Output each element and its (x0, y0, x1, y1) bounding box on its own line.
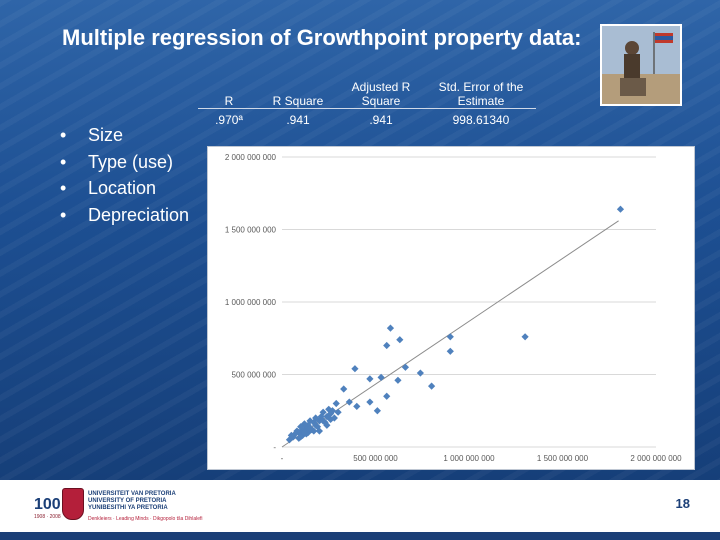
university-name-afrikaans: UNIVERSITEIT VAN PRETORIA (88, 491, 176, 497)
data-point (351, 365, 359, 373)
data-point (383, 392, 391, 400)
university-name-sepedi: YUNIBESITHI YA PRETORIA (88, 505, 168, 511)
value-std-error: 998.61340 (452, 113, 510, 127)
data-point (386, 324, 395, 332)
data-point (334, 408, 342, 416)
header-r-square: R Square (260, 66, 336, 109)
footer-bar: 100 1908 · 2008 UNIVERSITEIT VAN PRETORI… (0, 480, 720, 540)
x-tick-label: 1 500 000 000 (537, 454, 589, 463)
y-tick-label: 1 000 000 000 (225, 298, 277, 307)
footer-band (0, 532, 720, 540)
university-motto: Denkleiers · Leading Minds · Dikgopolo t… (88, 516, 203, 522)
scatter-chart: - 500 000 000 1 000 000 000 1 500 000 000 2 … (207, 146, 695, 470)
data-point (394, 376, 402, 384)
bullet-location: Location (88, 178, 157, 198)
data-point (315, 417, 323, 425)
data-point (306, 417, 314, 425)
list-item: • Depreciation (60, 202, 189, 229)
value-r-square: .941 (286, 113, 310, 127)
y-tick-label: - (273, 443, 276, 452)
data-point (327, 410, 335, 418)
data-point (310, 418, 318, 426)
header-r: R (198, 66, 260, 109)
value-r: .970ª (215, 113, 243, 127)
value-adjusted-r-square: .941 (369, 113, 393, 127)
data-point (306, 424, 314, 432)
data-point (383, 341, 391, 350)
bullet-type: Type (use) (88, 151, 174, 172)
data-point (287, 431, 295, 439)
data-point (345, 398, 353, 406)
data-point (325, 405, 333, 413)
x-tick-label: 500 000 000 (353, 454, 398, 463)
data-point (616, 205, 625, 213)
y-tick-label: 1 500 000 000 (225, 226, 277, 235)
list-item: • Size (60, 122, 189, 149)
data-point (340, 385, 348, 393)
data-point (300, 420, 309, 428)
data-point (401, 363, 410, 371)
data-point (521, 333, 529, 341)
centenary-logo: 100 (34, 496, 61, 513)
y-tick-label: 500 000 000 (232, 371, 277, 380)
data-point (297, 433, 305, 441)
campus-photo (600, 24, 682, 106)
data-point (300, 428, 309, 437)
x-tick-label: - (281, 454, 284, 463)
university-name-english: UNIVERSITY OF PRETORIA (88, 498, 167, 504)
statue-image-icon (602, 26, 680, 104)
scatter-chart-svg: - 500 000 000 1 000 000 000 1 500 000 000 2 … (225, 153, 682, 463)
data-point (416, 369, 424, 377)
data-point (327, 415, 335, 424)
header-std-error: Std. Error of the Estimate (426, 66, 536, 109)
model-summary-table: R R Square Adjusted R Square Std. Error … (198, 66, 536, 135)
list-item: • Type (use) (60, 149, 189, 176)
bullet-depreciation: Depreciation (88, 204, 190, 225)
data-point (302, 424, 310, 432)
data-point (366, 398, 374, 406)
data-point (428, 382, 436, 390)
page-number: 18 (675, 496, 690, 511)
university-name: UNIVERSITEIT VAN PRETORIA UNIVERSITY OF … (88, 491, 176, 512)
data-point (446, 347, 454, 355)
x-tick-label: 2 000 000 000 (630, 454, 682, 463)
data-point (332, 399, 340, 408)
x-tick-label: 1 000 000 000 (443, 454, 495, 463)
list-item: • Location (60, 175, 189, 202)
data-point (319, 417, 327, 425)
centenary-years: 1908 · 2008 (34, 514, 61, 520)
data-point (446, 333, 454, 341)
data-point (353, 402, 361, 410)
data-point (323, 421, 331, 429)
bullet-size: Size (88, 125, 124, 145)
university-crest-icon (62, 488, 84, 520)
slide-title: Multiple regression of Growthpoint prope… (62, 25, 582, 50)
data-point (366, 375, 374, 383)
factor-list: • Size • Type (use) • Location • Depreciatio… (60, 122, 189, 228)
data-point (298, 426, 307, 434)
data-point (323, 412, 331, 421)
header-adjusted-r-square: Adjusted R Square (336, 66, 426, 109)
data-point (396, 336, 404, 344)
data-point (373, 407, 381, 415)
y-tick-label: 2 000 000 000 (225, 153, 277, 162)
